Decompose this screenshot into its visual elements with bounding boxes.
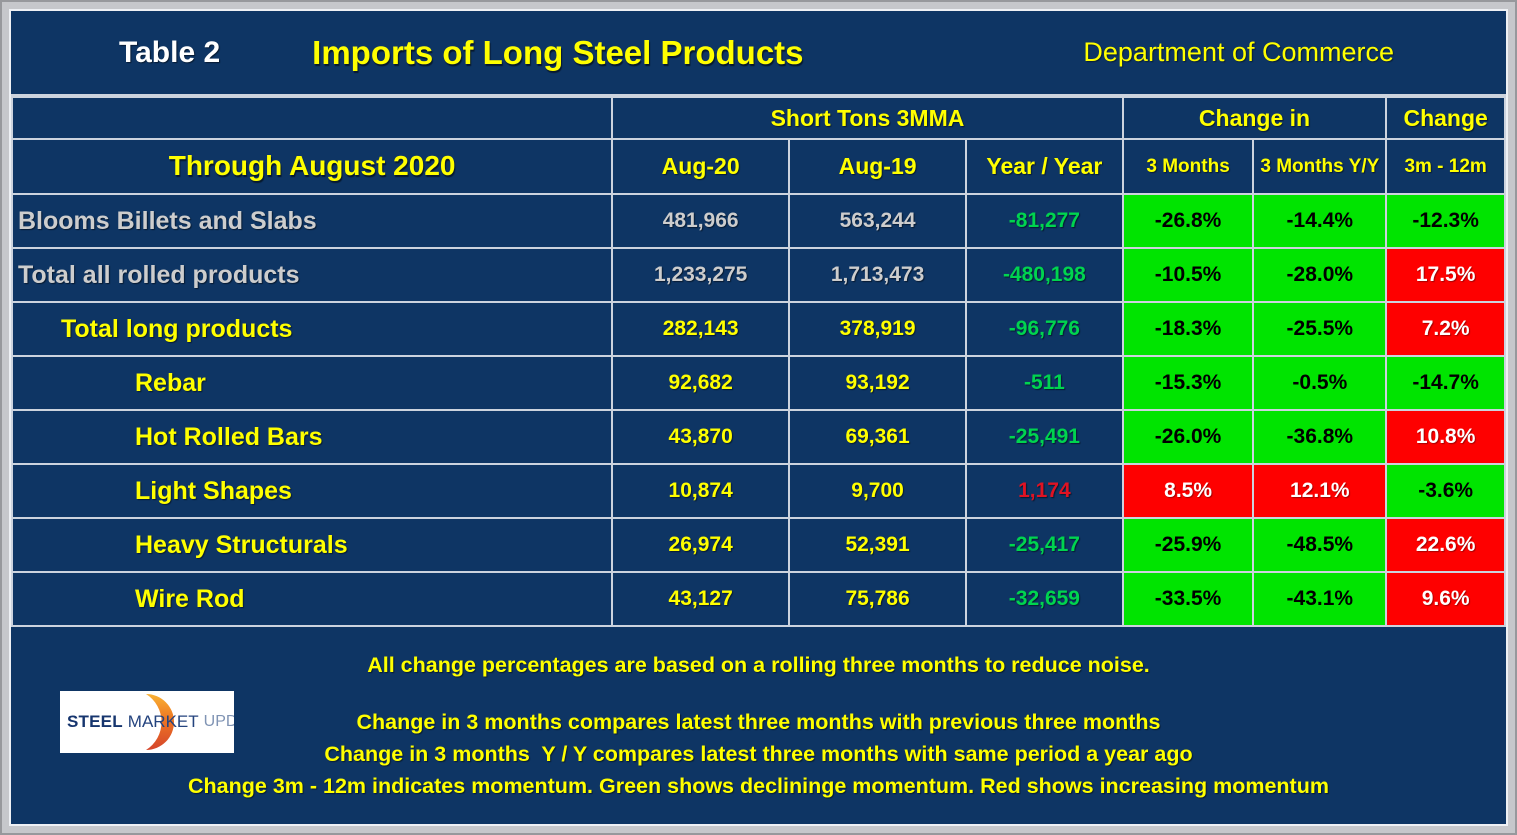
- header-group-change-in: Change in: [1121, 96, 1388, 140]
- cell-aug20: 43,870: [611, 409, 791, 465]
- header-empty-cell: [11, 96, 614, 140]
- imports-table: Short Tons 3MMA Change in Change Through…: [11, 96, 1506, 627]
- cell-aug19: 563,244: [788, 193, 968, 249]
- cell-chg-3m-yy: -28.0%: [1252, 247, 1388, 303]
- logo-word-market: MARKET: [127, 712, 199, 731]
- cell-aug19: 9,700: [788, 463, 968, 519]
- cell-aug20: 92,682: [611, 355, 791, 411]
- cell-chg-3m-12m: 7.2%: [1385, 301, 1506, 357]
- footer-note-rolling: All change percentages are based on a ro…: [367, 653, 1150, 677]
- footer-note-3m: Change in 3 months compares latest three…: [356, 710, 1161, 734]
- row-label: Rebar: [11, 355, 614, 411]
- table-row: Heavy Structurals 26,974 52,391 -25,417 …: [11, 517, 1506, 573]
- cell-yoy: 1,174: [965, 463, 1124, 519]
- cell-yoy: -25,491: [965, 409, 1124, 465]
- table-body: Short Tons 3MMA Change in Change Through…: [11, 96, 1506, 627]
- header-col-3m-12m: 3m - 12m: [1385, 138, 1506, 195]
- footer-note-momentum: Change 3m - 12m indicates momentum. Gree…: [188, 774, 1329, 798]
- cell-aug20: 10,874: [611, 463, 791, 519]
- cell-chg-3m: -26.0%: [1121, 409, 1255, 465]
- table-row: Hot Rolled Bars 43,870 69,361 -25,491 -2…: [11, 409, 1506, 465]
- cell-aug19: 93,192: [788, 355, 968, 411]
- logo-word-steel: STEEL: [67, 712, 123, 731]
- footer-panel: STEEL MARKET UPDATE All change percentag…: [11, 627, 1506, 824]
- data-source-label: Department of Commerce: [1083, 37, 1394, 67]
- row-label: Total all rolled products: [11, 247, 614, 303]
- cell-yoy: -32,659: [965, 571, 1124, 627]
- row-label: Hot Rolled Bars: [11, 409, 614, 465]
- smu-logo-text: STEEL MARKET UPDATE: [60, 691, 234, 753]
- row-label: Heavy Structurals: [11, 517, 614, 573]
- smu-crescent-icon: [146, 694, 174, 750]
- cell-chg-3m-yy: 12.1%: [1252, 463, 1388, 519]
- smu-logo: STEEL MARKET UPDATE: [60, 691, 234, 753]
- cell-chg-3m-12m: 9.6%: [1385, 571, 1506, 627]
- cell-chg-3m-12m: 10.8%: [1385, 409, 1506, 465]
- cell-aug19: 69,361: [788, 409, 968, 465]
- cell-aug19: 52,391: [788, 517, 968, 573]
- cell-chg-3m-yy: -36.8%: [1252, 409, 1388, 465]
- cell-chg-3m-yy: -43.1%: [1252, 571, 1388, 627]
- table-row: Rebar 92,682 93,192 -511 -15.3% -0.5% -1…: [11, 355, 1506, 411]
- row-label: Wire Rod: [11, 571, 614, 627]
- cell-chg-3m-12m: -12.3%: [1385, 193, 1506, 249]
- header-col-aug20: Aug-20: [611, 138, 791, 195]
- cell-aug20: 43,127: [611, 571, 791, 627]
- header-group-change: Change: [1385, 96, 1506, 140]
- cell-chg-3m-12m: 17.5%: [1385, 247, 1506, 303]
- table-row: Blooms Billets and Slabs 481,966 563,244…: [11, 193, 1506, 249]
- cell-aug20: 282,143: [611, 301, 791, 357]
- cell-chg-3m: -15.3%: [1121, 355, 1255, 411]
- cell-chg-3m: -10.5%: [1121, 247, 1255, 303]
- title-bar: Table 2 Imports of Long Steel Products D…: [11, 11, 1506, 96]
- cell-chg-3m: -33.5%: [1121, 571, 1255, 627]
- cell-aug20: 26,974: [611, 517, 791, 573]
- cell-yoy: -511: [965, 355, 1124, 411]
- cell-chg-3m: 8.5%: [1121, 463, 1255, 519]
- table-row: Wire Rod 43,127 75,786 -32,659 -33.5% -4…: [11, 571, 1506, 627]
- footer-note-3m-yy: Change in 3 months Y / Y compares latest…: [324, 742, 1193, 766]
- cell-chg-3m-12m: -3.6%: [1385, 463, 1506, 519]
- cell-aug20: 481,966: [611, 193, 791, 249]
- cell-aug19: 1,713,473: [788, 247, 968, 303]
- cell-yoy: -480,198: [965, 247, 1124, 303]
- cell-chg-3m-yy: -14.4%: [1252, 193, 1388, 249]
- table-row: Total all rolled products 1,233,275 1,71…: [11, 247, 1506, 303]
- row-label: Light Shapes: [11, 463, 614, 519]
- page-title: Imports of Long Steel Products: [312, 33, 804, 71]
- cell-yoy: -96,776: [965, 301, 1124, 357]
- header-group-short-tons: Short Tons 3MMA: [611, 96, 1124, 140]
- header-group-row: Short Tons 3MMA Change in Change: [11, 96, 1506, 140]
- footer-notes: All change percentages are based on a ro…: [11, 627, 1506, 799]
- cell-chg-3m: -26.8%: [1121, 193, 1255, 249]
- header-column-row: Through August 2020 Aug-20 Aug-19 Year /…: [11, 138, 1506, 195]
- header-col-3-months-yy: 3 Months Y/Y: [1252, 138, 1388, 195]
- row-label: Blooms Billets and Slabs: [11, 193, 614, 249]
- cell-chg-3m-yy: -25.5%: [1252, 301, 1388, 357]
- cell-chg-3m: -18.3%: [1121, 301, 1255, 357]
- cell-yoy: -25,417: [965, 517, 1124, 573]
- header-period: Through August 2020: [11, 138, 614, 195]
- header-col-year-year: Year / Year: [965, 138, 1124, 195]
- cell-chg-3m: -25.9%: [1121, 517, 1255, 573]
- logo-word-update: UPDATE: [203, 713, 234, 730]
- table-row: Light Shapes 10,874 9,700 1,174 8.5% 12.…: [11, 463, 1506, 519]
- cell-chg-3m-12m: 22.6%: [1385, 517, 1506, 573]
- table-number-label: Table 2: [119, 35, 221, 69]
- header-col-aug19: Aug-19: [788, 138, 968, 195]
- table-row: Total long products 282,143 378,919 -96,…: [11, 301, 1506, 357]
- report-canvas: Table 2 Imports of Long Steel Products D…: [9, 9, 1508, 826]
- cell-chg-3m-yy: -48.5%: [1252, 517, 1388, 573]
- cell-aug20: 1,233,275: [611, 247, 791, 303]
- cell-yoy: -81,277: [965, 193, 1124, 249]
- header-col-3-months: 3 Months: [1121, 138, 1255, 195]
- cell-aug19: 75,786: [788, 571, 968, 627]
- row-label: Total long products: [11, 301, 614, 357]
- cell-aug19: 378,919: [788, 301, 968, 357]
- cell-chg-3m-yy: -0.5%: [1252, 355, 1388, 411]
- cell-chg-3m-12m: -14.7%: [1385, 355, 1506, 411]
